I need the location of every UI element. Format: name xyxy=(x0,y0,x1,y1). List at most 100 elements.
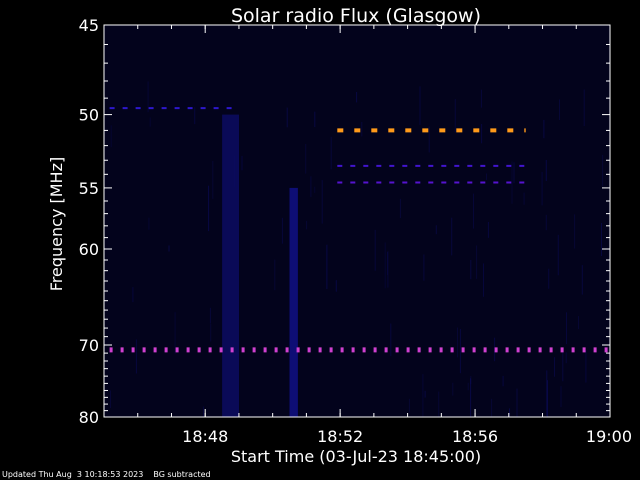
background-noise-streak xyxy=(335,280,337,292)
background-noise-streak xyxy=(470,378,472,417)
background-noise-streak xyxy=(459,329,461,374)
background-noise-streak xyxy=(473,193,474,229)
background-noise-streak xyxy=(148,217,150,230)
background-noise-streak xyxy=(209,307,211,324)
background-noise-streak xyxy=(241,155,243,171)
background-noise-streak xyxy=(491,398,493,417)
x-tick-label: 18:56 xyxy=(452,427,498,446)
background-noise-streak xyxy=(487,222,489,238)
x-axis-label: Start Time (03-Jul-23 18:45:00) xyxy=(231,447,481,466)
background-noise-streak xyxy=(545,214,547,231)
background-noise-streak xyxy=(387,251,389,288)
background-noise-streak xyxy=(480,89,482,108)
background-noise-streak xyxy=(502,375,504,387)
y-tick-label: 55 xyxy=(79,179,99,198)
background-noise-streak xyxy=(486,173,487,180)
background-noise-streak xyxy=(483,263,484,297)
background-noise-streak xyxy=(585,350,587,383)
background-noise-streak xyxy=(565,352,567,364)
background-noise-streak xyxy=(481,124,483,144)
background-noise-streak xyxy=(541,171,543,206)
background-noise-streak xyxy=(274,259,276,291)
background-noise-streak xyxy=(557,234,559,276)
background-noise-streak xyxy=(523,192,525,205)
footer-updated-timestamp: Updated Thu Aug 3 10:18:53 2023 xyxy=(2,470,144,479)
background-noise-streak xyxy=(457,327,458,358)
x-tick-label: 18:52 xyxy=(317,427,363,446)
background-noise-streak xyxy=(132,287,134,303)
background-noise-streak xyxy=(509,408,510,417)
background-noise-streak xyxy=(601,223,602,256)
background-noise-streak xyxy=(511,161,513,204)
background-noise-streak xyxy=(562,349,564,382)
background-noise-streak xyxy=(560,386,562,408)
background-noise-streak xyxy=(110,390,111,408)
background-noise-streak xyxy=(281,217,283,244)
spectrogram-features xyxy=(109,81,610,417)
background-noise-streak xyxy=(454,99,456,133)
background-noise-streak xyxy=(423,254,425,281)
background-noise-streak xyxy=(513,162,515,184)
background-noise-streak xyxy=(390,323,392,357)
background-noise-streak xyxy=(467,382,469,391)
background-noise-streak xyxy=(361,122,363,137)
background-noise-streak xyxy=(546,370,548,417)
background-noise-streak xyxy=(422,374,424,417)
footer-status: Updated Thu Aug 3 10:18:53 2023 BG subtra… xyxy=(2,469,211,480)
background-noise-streak xyxy=(384,242,386,289)
background-noise-streak xyxy=(581,265,583,295)
y-tick-label: 45 xyxy=(79,16,99,35)
background-noise-streak xyxy=(438,391,440,417)
background-noise-streak xyxy=(566,312,567,345)
y-axis-label: Frequency [MHz] xyxy=(47,157,66,291)
y-tick-label: 60 xyxy=(79,240,99,259)
background-noise-streak xyxy=(424,390,426,398)
background-noise-streak xyxy=(210,323,212,342)
background-noise-streak xyxy=(374,229,376,271)
x-tick-label: 18:48 xyxy=(182,427,228,446)
background-noise-streak xyxy=(545,160,547,181)
background-noise-streak xyxy=(583,89,585,126)
background-noise-streak xyxy=(310,176,312,197)
background-noise-streak xyxy=(602,154,604,187)
background-noise-streak xyxy=(559,99,560,120)
background-noise-streak xyxy=(286,107,288,128)
background-noise-streak xyxy=(516,388,518,417)
background-noise-streak xyxy=(476,245,478,279)
background-noise-streak xyxy=(547,380,548,417)
y-tick-label: 50 xyxy=(79,106,99,125)
background-noise-streak xyxy=(428,126,430,153)
background-noise-streak xyxy=(330,136,332,170)
background-noise-streak xyxy=(147,81,149,113)
emission-band xyxy=(222,114,239,417)
footer-bg-note: BG subtracted xyxy=(153,470,211,479)
axis-ticks: 45 50 55 60 70 80 18:48 18:52 18:56 19:00 xyxy=(79,16,632,446)
background-noise-streak xyxy=(168,245,170,252)
background-noise-streak xyxy=(399,198,401,218)
background-noise-streak xyxy=(326,244,328,289)
background-noise-streak xyxy=(305,144,307,174)
background-noise-streak xyxy=(208,185,210,232)
chart-title: Solar radio Flux (Glasgow) xyxy=(231,5,481,27)
background-noise-streak xyxy=(419,86,421,125)
background-noise-streak xyxy=(408,398,410,413)
y-tick-label: 70 xyxy=(79,336,99,355)
background-noise-streak xyxy=(314,111,316,128)
plot-area xyxy=(104,25,610,417)
background-noise-streak xyxy=(356,92,358,103)
background-noise-streak xyxy=(321,180,323,224)
background-noise-streak xyxy=(306,220,308,230)
y-tick-label: 80 xyxy=(79,408,99,427)
background-noise-streak xyxy=(174,312,176,354)
emission-band xyxy=(289,187,298,417)
background-noise-streak xyxy=(554,357,555,377)
background-noise-streak xyxy=(149,117,151,127)
background-noise-streak xyxy=(314,186,316,193)
x-tick-label: 19:00 xyxy=(586,427,632,446)
background-noise-streak xyxy=(574,214,576,249)
background-noise-streak xyxy=(202,406,204,417)
background-noise-streak xyxy=(548,268,550,289)
background-noise-streak xyxy=(451,217,453,256)
background-noise-streak xyxy=(452,382,454,396)
